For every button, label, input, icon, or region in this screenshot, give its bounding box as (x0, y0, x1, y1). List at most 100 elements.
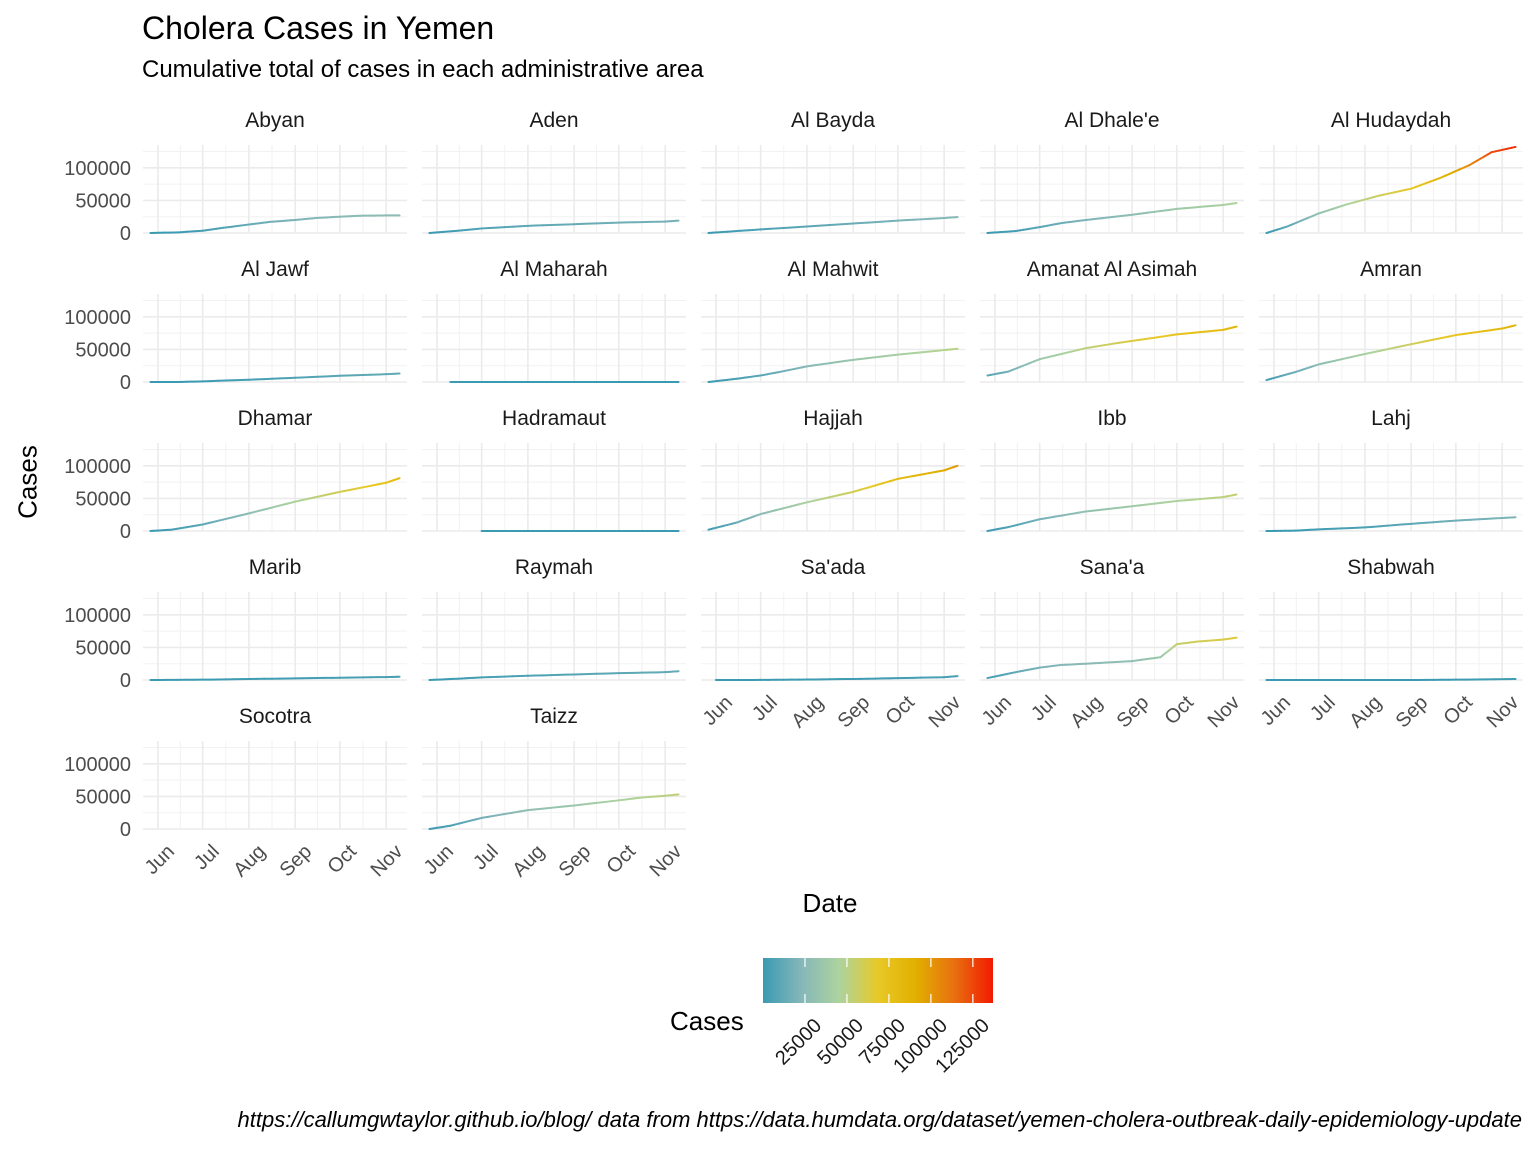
line-segment (1131, 504, 1141, 508)
series-line-amanat-al-asimah (986, 325, 1238, 377)
line-segment (534, 807, 545, 811)
y-tick-label: 50000 (75, 637, 131, 659)
line-segment (580, 802, 591, 806)
line-segment (1108, 506, 1118, 510)
y-tick-label: 0 (120, 521, 131, 543)
line-segment (1100, 507, 1111, 511)
panel-ibb: Ibb (980, 407, 1244, 532)
line-segment (1038, 356, 1049, 361)
series-line-amran (1265, 324, 1517, 382)
line-segment (271, 504, 281, 509)
line-segment (369, 483, 380, 487)
line-segment (1425, 338, 1435, 343)
x-tick-label: Jun (699, 692, 737, 730)
y-tick-label: 0 (120, 372, 131, 394)
line-segment (1425, 521, 1435, 524)
line-segment (1512, 324, 1517, 327)
line-segment (1183, 331, 1194, 335)
panel-title: Sana'a (1080, 556, 1145, 579)
caption: https://callumgwtaylor.github.io/blog/ d… (237, 1107, 1522, 1132)
line-segment (813, 363, 824, 367)
line-segment (1108, 215, 1118, 219)
line-segment (805, 499, 816, 504)
panel-title: Sa'ada (801, 556, 866, 579)
panel-title: Hadramaut (502, 407, 606, 430)
line-segment (1131, 212, 1141, 216)
line-segment (1175, 207, 1186, 210)
x-tick-label: Jul (469, 841, 503, 875)
x-tick-label: Oct (323, 840, 361, 878)
series-line-marib (149, 675, 401, 681)
panel-title: Marib (249, 556, 302, 579)
line-segment (573, 803, 583, 807)
line-segment (775, 507, 785, 512)
line-segment (852, 357, 862, 361)
line-segment (881, 354, 892, 358)
line-segment (1363, 351, 1374, 355)
legend-title: Cases (670, 1006, 744, 1036)
line-segment (480, 815, 491, 819)
panel-title: Taizz (530, 705, 578, 728)
series-line-hajjah (707, 464, 959, 531)
line-segment (1054, 352, 1064, 357)
panel-title: Amran (1360, 258, 1422, 281)
line-segment (1046, 354, 1057, 359)
line-segment (904, 475, 915, 479)
line-segment (1160, 208, 1171, 212)
y-tick-label: 100000 (64, 307, 131, 329)
line-segment (1402, 522, 1413, 526)
line-segment (1077, 347, 1087, 351)
panel-raymah: Raymah (422, 556, 686, 681)
line-segment (889, 477, 899, 483)
line-segment (896, 352, 907, 356)
panel-title: Al Bayda (791, 109, 875, 132)
line-segment (920, 472, 930, 476)
line-segment (1084, 509, 1095, 513)
series-line-aden (428, 219, 680, 234)
y-tick-label: 50000 (75, 786, 131, 808)
line-segment (896, 476, 907, 480)
line-segment (844, 358, 855, 362)
x-tick-label: Aug (787, 692, 828, 733)
line-segment (209, 519, 220, 524)
line-segment (1462, 331, 1473, 335)
line-segment (1191, 205, 1201, 209)
panel-amanat-al-asimah: Amanat Al Asimah (980, 258, 1244, 383)
line-segment (1340, 356, 1351, 361)
line-segment (1061, 350, 1072, 355)
line-segment (1387, 524, 1397, 527)
line-segment (1061, 513, 1072, 517)
legend-tick-label: 50000 (813, 1015, 868, 1070)
panel-al-maharah: Al Maharah (422, 258, 686, 383)
line-segment (881, 480, 892, 485)
line-segment (1379, 524, 1390, 528)
line-segment (1439, 335, 1450, 340)
line-segment (1206, 204, 1217, 208)
line-segment (1214, 328, 1225, 332)
line-segment (1077, 510, 1087, 514)
series-line-lahj (1265, 516, 1517, 532)
x-tick-label: Aug (229, 841, 270, 882)
x-tick-label: Sep (1113, 692, 1154, 733)
line-segment (550, 806, 560, 809)
panel-title: Shabwah (1347, 556, 1435, 579)
panel-dhamar: Dhamar 0 50000 100000 (64, 407, 407, 543)
x-tick-label: Oct (1160, 691, 1198, 729)
line-segment (821, 496, 832, 500)
line-segment (1199, 330, 1209, 334)
line-segment (805, 364, 816, 368)
panel-title: Al Maharah (500, 258, 607, 281)
series-line-sana-a (986, 636, 1238, 680)
line-segment (217, 517, 227, 522)
x-tick-label: Aug (1066, 692, 1107, 733)
y-tick-label: 50000 (75, 190, 131, 212)
line-segment (1379, 348, 1390, 352)
line-segment (1206, 496, 1217, 500)
panel-taizz: Taizz Jun Jul Aug Sep Oct Nov (420, 705, 687, 881)
line-segment (1493, 327, 1504, 331)
panel-amran: Amran (1259, 258, 1523, 383)
series-line-al-dhale-e (986, 202, 1238, 234)
line-segment (362, 484, 372, 489)
x-tick-label: Nov (925, 692, 966, 733)
line-segment (935, 469, 946, 473)
